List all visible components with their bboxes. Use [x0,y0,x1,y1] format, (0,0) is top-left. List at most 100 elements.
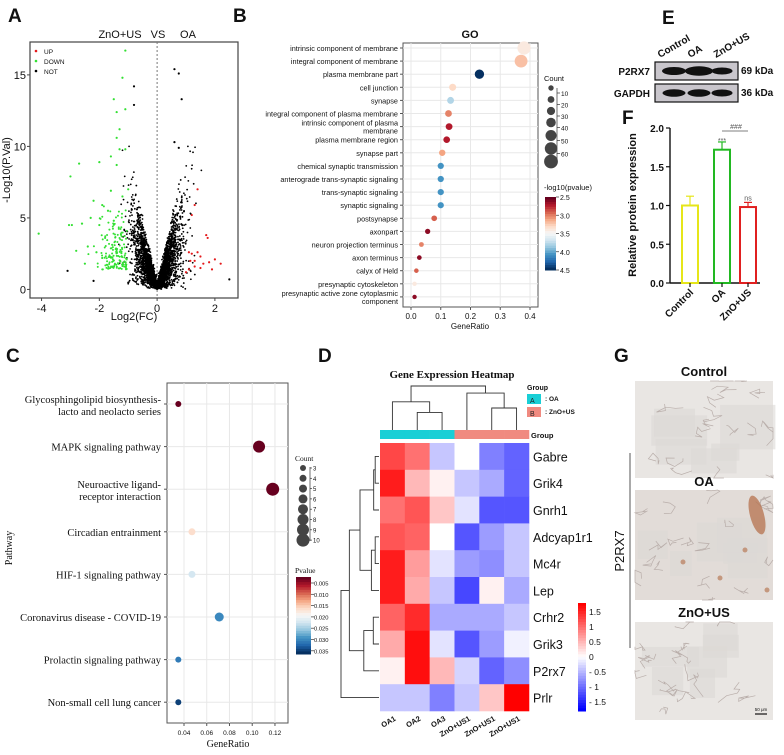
point-not [144,233,147,236]
point-not [186,188,189,191]
point-down [124,252,127,255]
point-not [128,238,130,240]
tissue-fiber [694,542,711,552]
colorbar-segment [545,233,556,237]
point-not [170,287,173,289]
point-down [124,49,127,52]
colorbar-segment [578,627,586,631]
y-tick-label: 10 [14,141,26,153]
point-down [112,98,115,101]
colorbar-label: 3.0 [560,213,570,220]
band-size: 36 kDa [741,88,774,99]
colorbar-segment [296,615,311,619]
point-not [183,224,185,227]
tissue-fiber [684,664,699,682]
point-down [118,128,121,131]
point-down [112,254,115,257]
point-not [147,270,150,273]
point-down [112,232,115,235]
point-not [168,262,170,264]
dendrogram-branch [372,616,379,645]
term-label: integral component of membrane [291,57,398,66]
point-not [137,268,139,271]
point-not [186,231,189,234]
y-tick-label: 1.0 [650,202,664,213]
point-not [178,238,181,241]
point-down [119,249,122,252]
term-label-line: intrinsic component of membrane [290,44,398,53]
term-label: synapse part [356,149,398,158]
point-not [135,249,138,252]
point-not [147,272,150,275]
colorbar-segment [578,611,586,615]
point-not [136,242,139,245]
point-not [167,263,170,266]
term-label: integral component of plasma membrane [265,110,398,119]
point-not [137,267,140,270]
heatmap-cell [404,603,430,631]
point-not [173,275,175,277]
point-not [191,164,193,167]
point-down [78,162,81,165]
point-not [150,267,153,270]
y-axis-label: Relative protein expression [627,133,639,277]
point-not [140,252,142,255]
heatmap-cell [479,443,505,471]
point-down [105,257,108,260]
point-not [174,277,177,280]
group-legend-label: : ZnO+US [545,409,575,416]
tissue-fiber [764,556,774,567]
point-not [181,241,184,244]
point-not [180,195,183,198]
point-down [119,232,122,235]
point-not [149,278,152,281]
heatmap-cell [504,443,530,471]
colorbar-segment [545,214,556,217]
colorbar-segment [578,605,586,609]
heatmap-cell [454,443,480,471]
point-not [147,246,150,248]
point-not [184,223,187,226]
colorbar-segment [578,692,586,696]
colorbar-segment [578,673,586,677]
point-not [150,286,153,289]
colorbar-segment [296,638,311,642]
tissue-fiber [633,508,648,516]
row-label: Grik4 [533,477,563,491]
colorbar-segment [545,245,556,249]
title-left: ZnO+US [98,29,141,41]
term-label-line: axonpart [370,227,398,236]
tissue-fiber [748,388,766,399]
pathway-label-line: receptor interaction [79,492,162,503]
point-down [119,238,122,241]
group-legend-title: Group [527,385,548,392]
heatmap-cell [479,577,505,605]
point-not [144,274,146,277]
point-not [166,283,169,286]
point-not [180,196,183,199]
point-not [130,211,132,214]
point-not [141,244,144,247]
term-dot [412,281,417,287]
colorbar-label: 4.0 [560,250,570,257]
heatmap-cell [429,443,455,471]
point-not [167,272,170,275]
colorbar-segment [545,262,556,266]
point-not [139,257,142,259]
point-down [121,263,124,266]
dendrogram-branch [410,385,486,402]
point-down [99,217,102,220]
colorbar-segment [545,252,556,256]
colorbar-segment [296,592,311,596]
point-not [161,284,164,287]
point-down [106,239,109,242]
point-not [143,234,146,237]
point-down [120,216,123,219]
point-not [169,248,171,251]
point-down [123,256,126,259]
point-not [170,260,173,263]
colorbar-segment [545,221,556,225]
point-not [176,226,179,228]
colorbar-segment [578,640,586,644]
point-down [109,155,112,158]
